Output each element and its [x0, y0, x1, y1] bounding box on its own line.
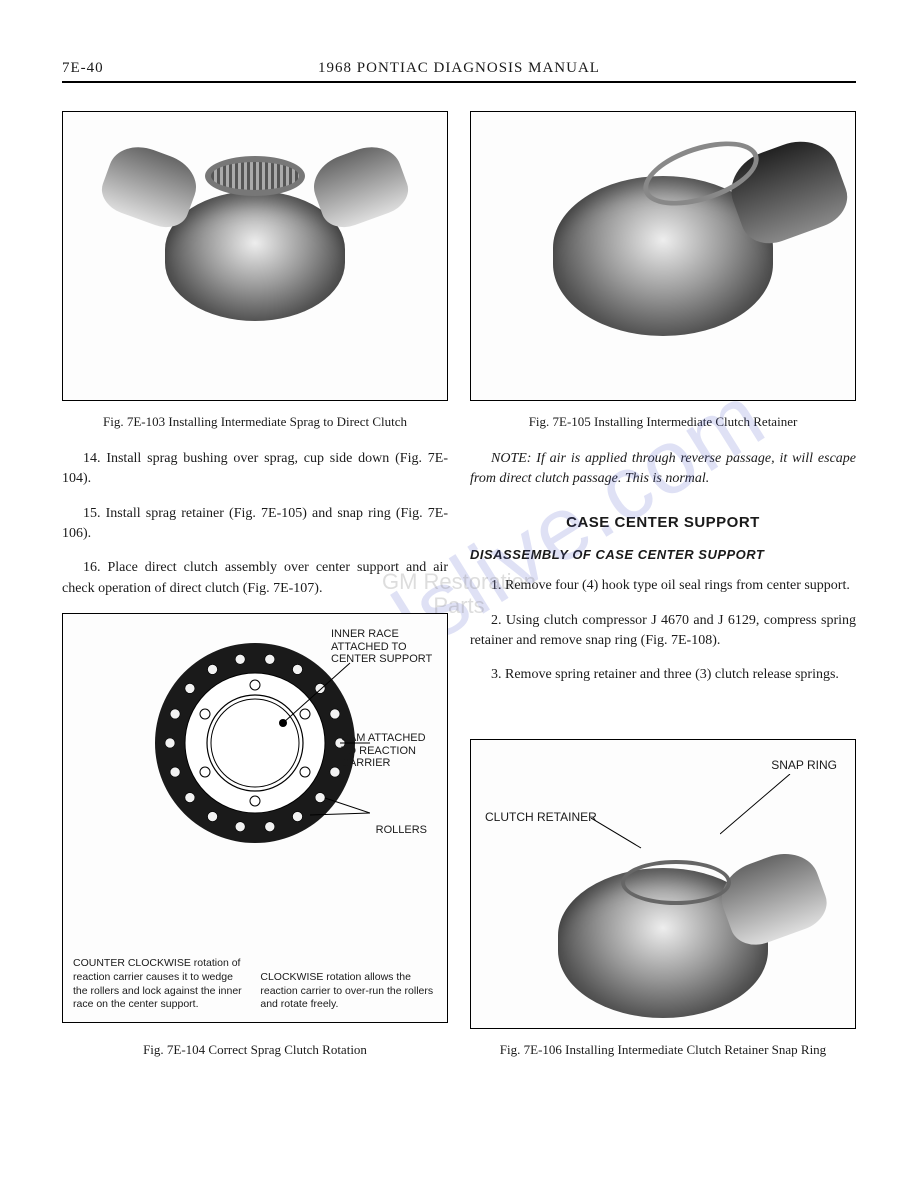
section-heading-case-center-support: CASE CENTER SUPPORT — [470, 514, 856, 531]
figure-7e-106: SNAP RING CLUTCH RETAINER — [470, 739, 856, 1029]
figure-7e-104: INNER RACE ATTACHED TO CENTER SUPPORT CA… — [62, 613, 448, 1023]
clutch-drum-illustration — [165, 191, 345, 321]
clutch-drum-illustration — [553, 176, 773, 336]
paragraph-15: 15. Install sprag retainer (Fig. 7E-105)… — [62, 504, 448, 545]
left-column: Fig. 7E-103 Installing Intermediate Spra… — [62, 111, 448, 1077]
label-snap-ring: SNAP RING — [771, 758, 837, 772]
figure-7e-105 — [470, 111, 856, 401]
snap-ring-illustration — [621, 860, 731, 905]
page-title: 1968 PONTIAC DIAGNOSIS MANUAL — [152, 60, 856, 77]
label-inner-race: INNER RACE ATTACHED TO CENTER SUPPORT — [331, 628, 441, 666]
label-clutch-retainer: CLUTCH RETAINER — [485, 810, 597, 824]
sub-heading-disassembly: DISASSEMBLY OF CASE CENTER SUPPORT — [470, 547, 856, 562]
sprag-ring-illustration — [205, 156, 305, 196]
label-rollers: ROLLERS — [376, 824, 427, 837]
note-ccw: COUNTER CLOCKWISE rotation of reaction c… — [73, 957, 250, 1012]
paragraph-16: 16. Place direct clutch assembly over ce… — [62, 558, 448, 599]
note-paragraph: NOTE: If air is applied through reverse … — [470, 449, 856, 488]
right-column: Fig. 7E-105 Installing Intermediate Clut… — [470, 111, 856, 1077]
figure-7e-103-caption: Fig. 7E-103 Installing Intermediate Spra… — [62, 413, 448, 431]
page-header: 7E-40 1968 PONTIAC DIAGNOSIS MANUAL — [62, 60, 856, 83]
hand-icon — [306, 138, 415, 235]
clutch-drum-illustration — [558, 868, 768, 1018]
paragraph-r2: 2. Using clutch compressor J 4670 and J … — [470, 611, 856, 652]
figure-7e-105-caption: Fig. 7E-105 Installing Intermediate Clut… — [470, 413, 856, 431]
two-column-layout: Fig. 7E-103 Installing Intermediate Spra… — [62, 111, 856, 1077]
leader-snap-ring — [720, 774, 810, 844]
figure-7e-104-caption: Fig. 7E-104 Correct Sprag Clutch Rotatio… — [62, 1041, 448, 1059]
figure-7e-106-caption: Fig. 7E-106 Installing Intermediate Clut… — [470, 1041, 856, 1059]
note-cw: CLOCKWISE rotation allows the reaction c… — [260, 971, 437, 1012]
leader-clutch-retainer — [591, 818, 651, 858]
figure-7e-103 — [62, 111, 448, 401]
page-number: 7E-40 — [62, 60, 152, 77]
hand-icon — [712, 843, 833, 952]
paragraph-14: 14. Install sprag bushing over sprag, cu… — [62, 449, 448, 490]
hand-icon — [96, 138, 205, 235]
inner-race-circle-2 — [211, 699, 299, 787]
paragraph-r3: 3. Remove spring retainer and three (3) … — [470, 665, 856, 685]
label-cam: CAM ATTACHED TO REACTION CARRIER — [341, 732, 441, 770]
paragraph-r1: 1. Remove four (4) hook type oil seal ri… — [470, 576, 856, 596]
